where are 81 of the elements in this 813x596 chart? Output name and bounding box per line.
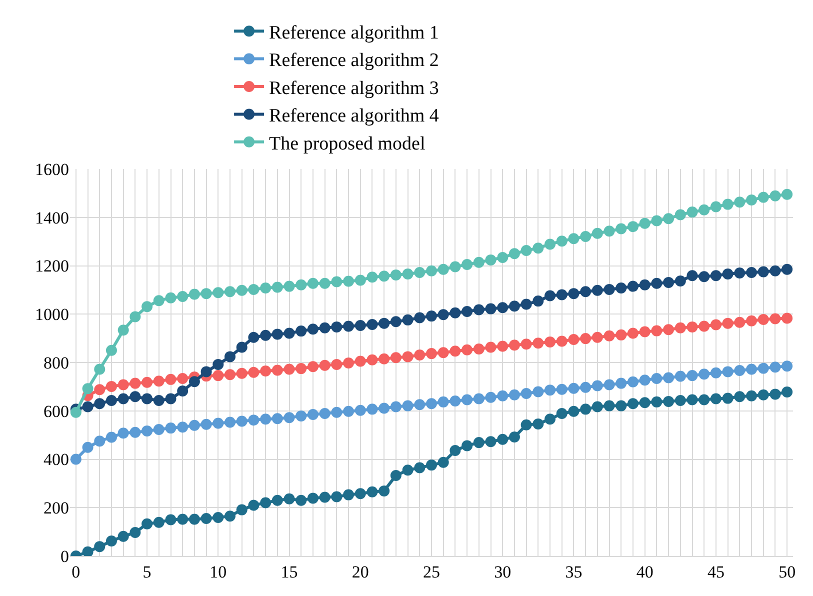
y-tick-label: 1600 bbox=[35, 160, 69, 179]
point bbox=[426, 348, 437, 360]
x-tick-label: 30 bbox=[494, 562, 512, 582]
point bbox=[319, 360, 330, 371]
point bbox=[366, 354, 378, 366]
y-tick-label: 1000 bbox=[35, 305, 69, 324]
point bbox=[94, 384, 106, 396]
point bbox=[604, 330, 615, 342]
point bbox=[616, 329, 627, 340]
point bbox=[758, 314, 769, 325]
y-tick-label: 800 bbox=[44, 353, 69, 372]
legend-label: The proposed model bbox=[269, 133, 426, 154]
x-tick-label: 10 bbox=[210, 562, 227, 582]
x-tick-label: 15 bbox=[280, 562, 298, 582]
point bbox=[674, 322, 686, 334]
point bbox=[402, 351, 414, 362]
legend-label: Reference algorithm 4 bbox=[269, 106, 440, 127]
x-tick-label: 40 bbox=[636, 562, 654, 582]
point bbox=[722, 318, 734, 329]
point bbox=[165, 374, 176, 385]
point bbox=[236, 368, 248, 379]
point bbox=[544, 336, 556, 348]
point bbox=[651, 325, 662, 336]
point bbox=[698, 320, 710, 332]
x-tick-label: 20 bbox=[352, 562, 369, 582]
point bbox=[153, 376, 164, 387]
legend-label: Reference algorithm 3 bbox=[269, 78, 439, 99]
x-tick-label: 45 bbox=[707, 562, 724, 582]
y-tick-label: 1400 bbox=[35, 208, 69, 228]
point bbox=[331, 358, 342, 370]
legend-label: Reference algorithm 1 bbox=[269, 22, 439, 44]
x-tick-label: 50 bbox=[778, 562, 796, 582]
point bbox=[390, 352, 402, 364]
point bbox=[770, 313, 781, 324]
x-tick-label: 25 bbox=[423, 562, 440, 582]
point bbox=[296, 363, 307, 374]
point bbox=[734, 316, 746, 328]
point bbox=[556, 336, 568, 347]
point bbox=[639, 326, 650, 338]
point bbox=[627, 328, 638, 339]
y-tick-label: 1200 bbox=[35, 256, 69, 276]
point bbox=[414, 350, 426, 360]
point bbox=[354, 356, 366, 367]
x-tick-label: 35 bbox=[565, 562, 582, 582]
point bbox=[212, 370, 224, 382]
y-tick-label: 600 bbox=[44, 402, 69, 421]
point bbox=[248, 366, 260, 378]
point bbox=[343, 357, 354, 368]
y-tick-label: 0 bbox=[60, 546, 69, 566]
point bbox=[462, 344, 473, 356]
point bbox=[224, 369, 236, 380]
point bbox=[497, 340, 508, 352]
point bbox=[118, 379, 129, 390]
point bbox=[746, 315, 758, 326]
point bbox=[272, 364, 283, 376]
point bbox=[508, 340, 520, 351]
point bbox=[177, 372, 188, 384]
point bbox=[782, 312, 793, 324]
point bbox=[307, 361, 318, 372]
point bbox=[663, 324, 674, 336]
point bbox=[568, 334, 580, 346]
point bbox=[710, 319, 722, 330]
point bbox=[378, 353, 390, 364]
point bbox=[142, 376, 153, 388]
point bbox=[580, 333, 592, 344]
point bbox=[438, 347, 449, 358]
point bbox=[260, 365, 272, 376]
point bbox=[473, 343, 484, 354]
point bbox=[450, 346, 461, 357]
point bbox=[284, 364, 295, 375]
point bbox=[686, 321, 698, 332]
y-tick-label: 200 bbox=[44, 498, 69, 518]
point bbox=[106, 380, 117, 392]
y-tick-label: 400 bbox=[44, 450, 69, 470]
x-tick-label: 5 bbox=[142, 562, 152, 582]
point bbox=[520, 338, 532, 350]
point bbox=[532, 338, 544, 349]
legend-label: Reference algorithm 2 bbox=[269, 50, 439, 72]
point bbox=[592, 332, 603, 343]
point bbox=[130, 378, 141, 389]
point bbox=[485, 342, 496, 353]
